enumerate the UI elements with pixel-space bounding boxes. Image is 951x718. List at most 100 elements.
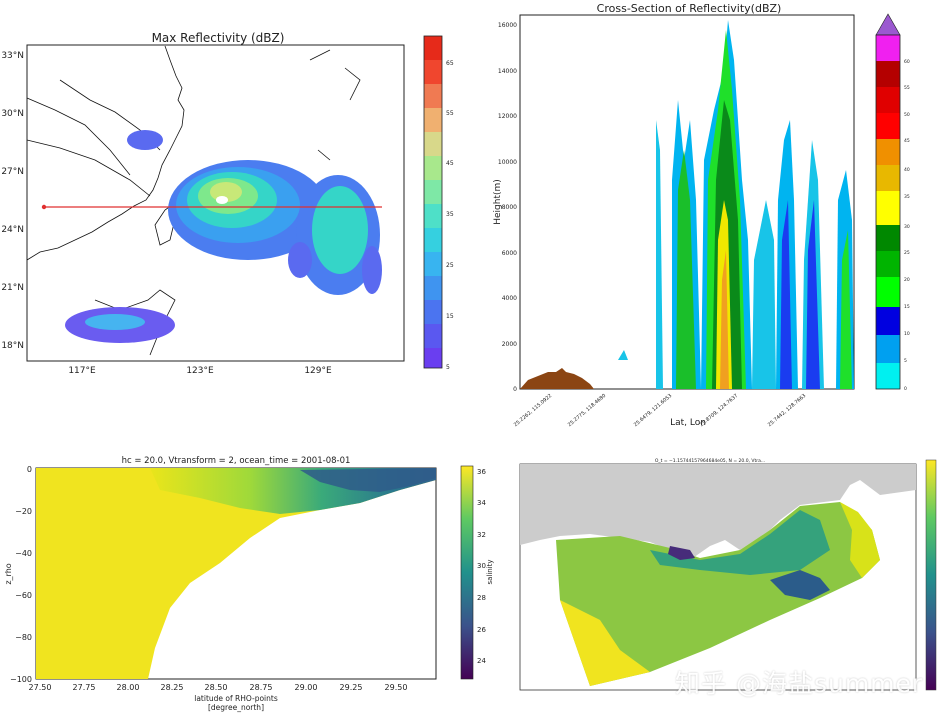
lat-tick: 24°N: [1, 225, 24, 235]
cbar-tick: 45: [446, 160, 454, 167]
cbar-tick: 25: [904, 250, 910, 256]
cbar-tick: 15: [446, 313, 454, 320]
depth-tick: −60: [15, 591, 32, 600]
salinity-low-zone: [300, 468, 436, 492]
depth-tick: −20: [15, 507, 32, 516]
lat-tick: 29.25: [340, 683, 363, 692]
height-tick: 0: [513, 386, 517, 393]
height-tick: 10000: [498, 159, 517, 166]
latlon-axis-label: Lat, Lon: [670, 418, 706, 428]
cbar-tick: 60: [904, 59, 910, 65]
lat-tick: 29.00: [295, 683, 318, 692]
salinity-section-title: hc = 20.0, Vtransform = 2, ocean_time = …: [122, 456, 351, 466]
delta-plume: [770, 570, 830, 600]
lat-tick: 28.00: [117, 683, 140, 692]
cbar-tick: 65: [446, 60, 454, 67]
max-reflectivity-title: Max Reflectivity (dBZ): [152, 31, 285, 45]
cbar-tick: 34: [477, 499, 486, 507]
lon-tick: 129°E: [304, 366, 332, 376]
depth-tick: −40: [15, 549, 32, 558]
cbar-tick: 10: [904, 331, 910, 337]
surface-salinity-panel: O_t = −1.15744157964684e05, N = 20.0, Vt…: [519, 458, 937, 691]
cbar-tick: 5: [904, 358, 907, 364]
cbar-tick: 26: [477, 626, 486, 634]
latitude-axis-unit: [degree_north]: [208, 703, 264, 712]
lat-tick: 27.50: [29, 683, 52, 692]
cbar-tick: 50: [904, 112, 910, 118]
latlon-tick: 25.2775, 118.4680: [567, 393, 607, 428]
lat-tick: 28.75: [250, 683, 273, 692]
cbar-tick: 55: [904, 85, 910, 91]
cbar-tick: 5: [446, 364, 450, 371]
cbar-tick: 55: [446, 110, 454, 117]
map-lat-ticks: 33°N 30°N 27°N 24°N 21°N 18°N: [1, 51, 24, 351]
height-tick: 14000: [498, 68, 517, 75]
latlon-tick: 25.7442, 128.7663: [767, 393, 807, 428]
cross-section-colorbar: [875, 13, 901, 390]
lat-tick: 30°N: [1, 109, 24, 119]
cbar-tick: 15: [904, 304, 910, 310]
domain-shelf: [560, 600, 650, 686]
lat-tick: 33°N: [1, 51, 24, 61]
depth-tick: −80: [15, 633, 32, 642]
reflectivity-field: [65, 130, 382, 343]
height-tick: 2000: [502, 341, 517, 348]
reflectivity-colorbar: [423, 35, 443, 369]
salinity-x-ticks: 27.50 27.75 28.00 28.25 28.50 28.75 29.0…: [29, 683, 408, 692]
cbar-tick: 0: [904, 386, 907, 392]
domain-east-edge: [840, 502, 880, 578]
cbar-tick: 35: [446, 211, 454, 218]
max-reflectivity-panel: Max Reflectivity (dBZ) 33°N 30°N 27°N 24…: [1, 31, 454, 376]
reflectivity-colorbar-ticks: 65 55 45 35 25 15 5: [446, 60, 454, 371]
cbar-tick: 35: [904, 194, 910, 200]
salinity-section-panel: hc = 20.0, Vtransform = 2, ocean_time = …: [4, 456, 494, 712]
height-tick: 16000: [498, 22, 517, 29]
latlon-tick: 25.6479, 121.6053: [633, 393, 673, 428]
reflectivity-cells: [618, 20, 854, 389]
height-tick: 6000: [502, 250, 517, 257]
lat-tick: 18°N: [1, 341, 24, 351]
height-ticks: 0 2000 4000 6000 8000 10000 12000 14000 …: [498, 22, 517, 393]
salinity-y-ticks: 0 −20 −40 −60 −80 −100: [10, 465, 32, 684]
cross-section-title: Cross-Section of Reflectivity(dBZ): [597, 2, 782, 15]
lat-tick: 21°N: [1, 283, 24, 293]
cbar-tick: 45: [904, 138, 910, 144]
cbar-tick: 28: [477, 594, 486, 602]
depth-tick: 0: [27, 465, 32, 474]
salinity-colorbar-ticks: 36 34 32 30 28 26 24: [477, 468, 486, 665]
cbar-tick: 40: [904, 167, 910, 173]
terrain: [520, 368, 594, 389]
lon-tick: 117°E: [68, 366, 96, 376]
height-tick: 8000: [502, 204, 517, 211]
lat-tick: 27.75: [73, 683, 96, 692]
lon-tick: 123°E: [186, 366, 214, 376]
lat-tick: 27°N: [1, 167, 24, 177]
cbar-tick: 32: [477, 531, 486, 539]
height-tick: 4000: [502, 295, 517, 302]
lat-tick: 29.50: [385, 683, 408, 692]
cross-section-start: [41, 204, 47, 210]
height-axis-label: Height(m): [493, 179, 503, 225]
latitude-axis-label: latitude of RHO-points: [194, 694, 278, 703]
cross-section-panel: Cross-Section of Reflectivity(dBZ) 0 200…: [493, 2, 910, 428]
surface-salinity-colorbar: [925, 459, 937, 691]
depth-tick: −100: [10, 675, 32, 684]
lat-tick: 28.50: [205, 683, 228, 692]
salinity-colorbar: [460, 465, 474, 680]
cross-section-colorbar-ticks: 60 55 50 45 40 35 30 25 20 15 10 5 0: [904, 59, 910, 392]
cbar-tick: 20: [904, 277, 910, 283]
cbar-tick: 36: [477, 468, 486, 476]
depth-axis-label: z_rho: [4, 563, 13, 584]
height-tick: 12000: [498, 113, 517, 120]
salinity-colorbar-label: salinity: [486, 559, 494, 584]
latlon-tick: 25.2262, 115.0922: [513, 393, 553, 428]
cbar-tick: 24: [477, 657, 486, 665]
bay-plume: [668, 546, 695, 560]
latlon-ticks: 25.2262, 115.0922 25.2775, 118.4680 25.6…: [513, 393, 807, 428]
map-lon-ticks: 117°E 123°E 129°E: [68, 366, 332, 376]
watermark: 知乎 @海盐summer: [675, 669, 924, 698]
cbar-tick: 25: [446, 262, 454, 269]
cbar-tick: 30: [477, 562, 486, 570]
lat-tick: 28.25: [161, 683, 184, 692]
cbar-tick: 30: [904, 224, 910, 230]
